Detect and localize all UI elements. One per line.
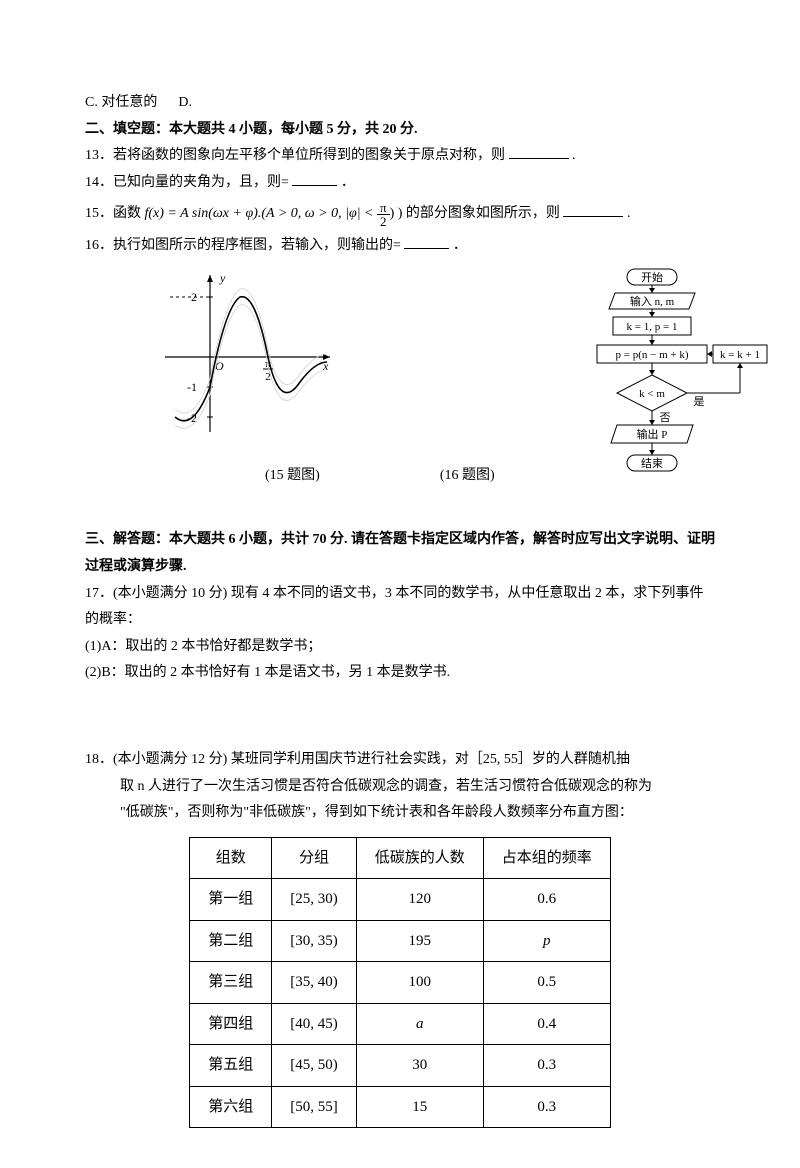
q18-line1: 18．(本小题满分 12 分) 某班同学利用国庆节进行社会实践，对［25, 55… — [85, 747, 715, 774]
cell: 30 — [356, 1045, 483, 1087]
svg-text:k = 1, p = 1: k = 1, p = 1 — [626, 321, 677, 333]
q17-main: 17．(本小题满分 10 分) 现有 4 本不同的语文书，3 本不同的数学书，从… — [85, 581, 715, 634]
figure-15: 2 -2 -1 O x y π 2 — [155, 267, 335, 437]
q15-blank — [563, 203, 623, 217]
svg-text:y: y — [219, 271, 226, 285]
svg-text:结束: 结束 — [641, 457, 663, 470]
q17-b: (2)B：取出的 2 本书恰好有 1 本是语文书，另 1 本是数学书. — [85, 660, 715, 687]
figures-row: 2 -2 -1 O x y π 2 (15 题图) (16 题图) — [85, 267, 715, 497]
table-row: 第六组 [50, 55] 15 0.3 — [190, 1086, 611, 1128]
cell: a — [356, 1003, 483, 1045]
svg-text:-1: -1 — [187, 380, 197, 394]
cell: p — [483, 920, 610, 962]
cell: 0.3 — [483, 1045, 610, 1087]
cell: 第一组 — [190, 879, 272, 921]
q15-pre: 15．函数 — [85, 206, 145, 221]
cell: 第三组 — [190, 962, 272, 1004]
svg-text:2: 2 — [191, 290, 197, 304]
q15-post: ) 的部分图象如图所示，则 — [398, 206, 560, 221]
q13: 13．若将函数的图象向左平移个单位所得到的图象关于原点对称，则 . — [85, 143, 715, 170]
cell: [35, 40) — [272, 962, 357, 1004]
q16-blank — [404, 235, 449, 249]
cell: 0.5 — [483, 962, 610, 1004]
q16-tail: ． — [453, 238, 467, 253]
svg-text:输出 P: 输出 P — [636, 427, 667, 441]
col-freq: 占本组的频率 — [483, 837, 610, 879]
svg-text:开始: 开始 — [641, 270, 663, 284]
table-row: 第四组 [40, 45) a 0.4 — [190, 1003, 611, 1045]
q17-gap — [85, 687, 715, 747]
svg-text:k = k + 1: k = k + 1 — [720, 349, 760, 361]
sine-graph-svg: 2 -2 -1 O x y π 2 — [155, 267, 335, 437]
q13-blank — [509, 145, 569, 159]
svg-text:输入 n, m: 输入 n, m — [630, 294, 675, 308]
q15-fx: f(x) = A sin(ωx + φ).(A > 0, ω > 0, |φ| … — [145, 206, 378, 221]
cell: [25, 30) — [272, 879, 357, 921]
q14-blank — [292, 172, 337, 186]
cell: 第二组 — [190, 920, 272, 962]
svg-text:否: 否 — [659, 412, 670, 424]
q15-frac: π2 — [377, 201, 390, 228]
exam-page: C. 对任意的 D. 二、填空题：本大题共 4 小题，每小题 5 分，共 20 … — [0, 0, 800, 1168]
figure-captions: (15 题图) (16 题图) — [345, 463, 575, 498]
col-group-num: 组数 — [190, 837, 272, 879]
col-count: 低碳族的人数 — [356, 837, 483, 879]
fig16-caption: (16 题图) — [440, 463, 495, 490]
q17-a: (1)A：取出的 2 本书恰好都是数学书； — [85, 634, 715, 661]
q17: 17．(本小题满分 10 分) 现有 4 本不同的语文书，3 本不同的数学书，从… — [85, 581, 715, 687]
cell: 第五组 — [190, 1045, 272, 1087]
flowchart-svg: 开始 输入 n, m k = 1, p = 1 p = p(n − m + k) — [585, 267, 770, 497]
spacer — [85, 507, 715, 527]
cell: 120 — [356, 879, 483, 921]
svg-text:p = p(n − m + k): p = p(n − m + k) — [615, 349, 688, 361]
q18-line3: "低碳族"，否则称为"非低碳族"，得到如下统计表和各年龄段人数频率分布直方图： — [85, 800, 715, 827]
svg-text:是: 是 — [693, 395, 704, 408]
q18-line2: 取 n 人进行了一次生活习惯是否符合低碳观念的调查，若生活习惯符合低碳观念的称为 — [85, 774, 715, 801]
cell: [40, 45) — [272, 1003, 357, 1045]
q16: 16．执行如图所示的程序框图，若输入，则输出的= ． — [85, 233, 715, 260]
table-row: 第五组 [45, 50) 30 0.3 — [190, 1045, 611, 1087]
cell: 0.4 — [483, 1003, 610, 1045]
q15-tail: . — [627, 206, 631, 221]
q15-formula: f(x) = A sin(ωx + φ).(A > 0, ω > 0, |φ| … — [145, 206, 398, 221]
col-range: 分组 — [272, 837, 357, 879]
cell: 第四组 — [190, 1003, 272, 1045]
cell: [45, 50) — [272, 1045, 357, 1087]
svg-text:k < m: k < m — [639, 388, 665, 400]
cell: 0.6 — [483, 879, 610, 921]
table-row: 第二组 [30, 35) 195 p — [190, 920, 611, 962]
cell: 100 — [356, 962, 483, 1004]
cell: 15 — [356, 1086, 483, 1128]
q12-option-c: C. 对任意的 — [85, 95, 157, 110]
q14-text: 14．已知向量的夹角为，且，则= — [85, 175, 289, 190]
q16-text: 16．执行如图所示的程序框图，若输入，则输出的= — [85, 238, 401, 253]
q12-option-d: D. — [178, 95, 192, 110]
table-header-row: 组数 分组 低碳族的人数 占本组的频率 — [190, 837, 611, 879]
q18: 18．(本小题满分 12 分) 某班同学利用国庆节进行社会实践，对［25, 55… — [85, 747, 715, 827]
cell: [50, 55] — [272, 1086, 357, 1128]
cell: [30, 35) — [272, 920, 357, 962]
q15-frac-num: π — [377, 201, 390, 215]
section3-heading: 三、解答题：本大题共 6 小题，共计 70 分. 请在答题卡指定区域内作答，解答… — [85, 527, 715, 580]
q14: 14．已知向量的夹角为，且，则= ． — [85, 170, 715, 197]
table-row: 第三组 [35, 40) 100 0.5 — [190, 962, 611, 1004]
cell: 0.3 — [483, 1086, 610, 1128]
q18-table: 组数 分组 低碳族的人数 占本组的频率 第一组 [25, 30) 120 0.6… — [189, 837, 611, 1129]
section2-heading: 二、填空题：本大题共 4 小题，每小题 5 分，共 20 分. — [85, 117, 715, 144]
q15: 15．函数 f(x) = A sin(ωx + φ).(A > 0, ω > 0… — [85, 196, 715, 232]
q13-tail: . — [572, 148, 576, 163]
q14-tail: ． — [341, 175, 355, 190]
q15-frac-den: 2 — [377, 215, 390, 228]
figure-16: 开始 输入 n, m k = 1, p = 1 p = p(n − m + k) — [585, 267, 770, 497]
cell: 第六组 — [190, 1086, 272, 1128]
table-row: 第一组 [25, 30) 120 0.6 — [190, 879, 611, 921]
q12-options-line: C. 对任意的 D. — [85, 90, 715, 117]
cell: 195 — [356, 920, 483, 962]
q13-text: 13．若将函数的图象向左平移个单位所得到的图象关于原点对称，则 — [85, 148, 505, 163]
fig15-caption: (15 题图) — [265, 463, 320, 490]
